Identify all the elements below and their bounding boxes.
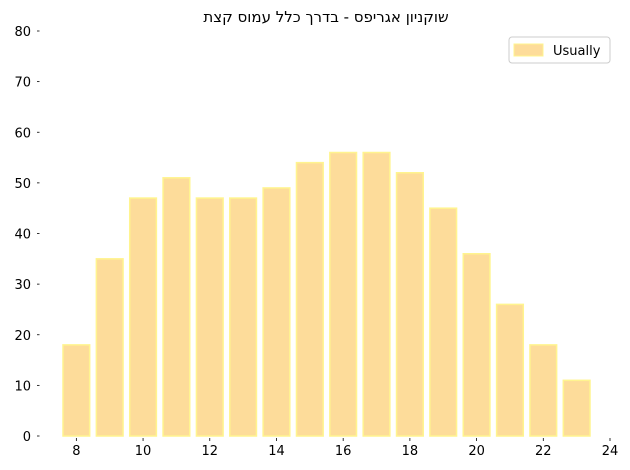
x-tick-label: 14 [268,444,285,459]
bar-8 [62,344,91,437]
y-tick-label: 30 [14,278,31,293]
bar-23 [562,379,591,437]
bar-19 [429,207,458,437]
bar-14 [262,187,291,437]
x-tick-label: 20 [468,444,485,459]
bar-11 [162,177,191,437]
bar-15 [295,161,324,437]
bar-18 [395,172,424,437]
bar-9 [95,258,124,437]
y-tick-label: 80 [14,25,31,40]
y-tick-label: 50 [14,177,31,192]
bar-17 [362,151,391,437]
x-tick-label: 24 [602,444,619,459]
legend: Usually [508,36,611,64]
legend-swatch [513,43,544,57]
y-tick-label: 60 [14,126,31,141]
x-tick-label: 12 [201,444,218,459]
bar-21 [495,303,525,437]
y-tick-label: 40 [14,228,31,243]
bar-16 [329,151,358,437]
x-axis: 8 10 12 14 16 18 20 22 24 [72,438,618,459]
x-tick-label: 8 [72,444,80,459]
x-tick-label: 18 [402,444,419,459]
bar-series [62,151,591,437]
y-tick-label: 10 [14,379,31,394]
legend-label-usually: Usually [553,44,601,59]
bar-12 [195,197,224,437]
bar-13 [229,197,258,437]
y-tick-label: 20 [14,329,31,344]
y-axis: 0 10 20 30 40 50 60 70 80 [14,25,40,445]
bar-20 [462,253,491,437]
chart-title: שוקניון אגריפס - בדרך כלל עמוס קצת [203,8,448,26]
x-tick-label: 10 [135,444,152,459]
y-tick-label: 0 [23,430,31,445]
bar-10 [128,197,158,437]
bar-22 [529,344,558,437]
x-tick-label: 22 [535,444,552,459]
x-tick-label: 16 [335,444,352,459]
y-tick-label: 70 [14,76,31,91]
